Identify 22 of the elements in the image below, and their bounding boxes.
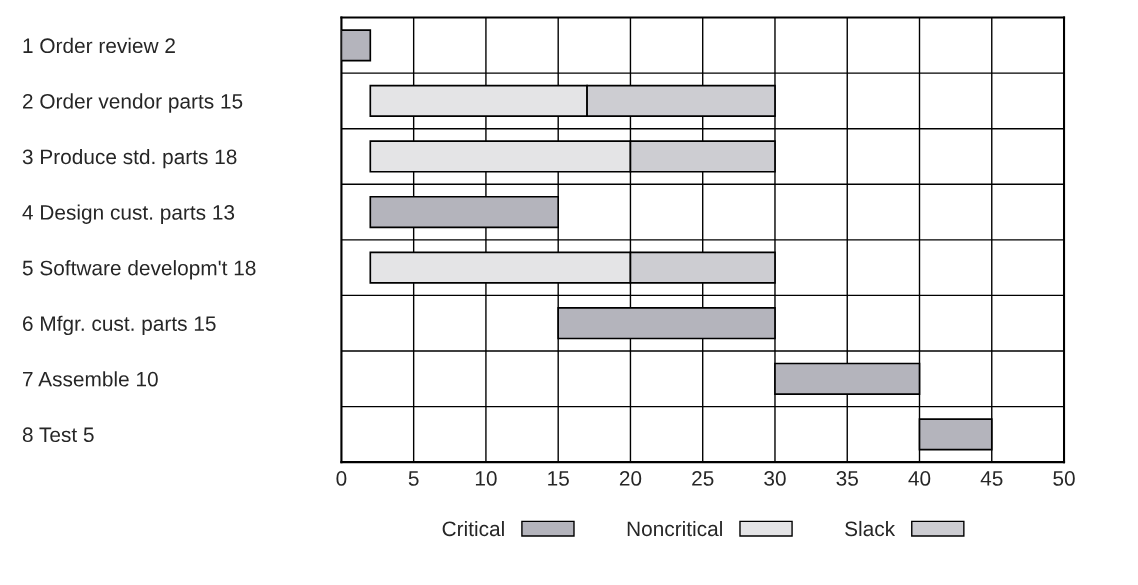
legend-label: Slack — [845, 520, 896, 537]
x-tick-label: 40 — [908, 471, 931, 486]
x-tick-label: 45 — [980, 471, 1003, 486]
y-tick-label: 8 Test 5 — [22, 427, 94, 443]
y-tick-label: 7 Assemble 10 — [23, 371, 158, 387]
x-tick-label: 30 — [764, 471, 786, 486]
y-tick-label: 6 Mfgr. cust. parts 15 — [23, 315, 216, 336]
x-tick-label: 50 — [1053, 471, 1075, 486]
legend-label: Noncritical — [627, 520, 722, 537]
x-tick-label: 35 — [836, 471, 858, 486]
x-tick-label: 5 — [408, 471, 419, 486]
legend-label: Critical — [442, 520, 504, 537]
x-tick-label: 25 — [692, 471, 714, 486]
x-tick-label: 10 — [475, 471, 497, 486]
y-tick-label: 3 Produce std. parts 18 — [22, 148, 237, 169]
x-tick-label: 20 — [619, 471, 642, 486]
x-tick-label: 0 — [336, 471, 347, 486]
y-tick-label: 2 Order vendor parts 15 — [23, 93, 243, 113]
y-tick-label: 1 Order review 2 — [23, 37, 175, 54]
x-tick-label: 15 — [548, 471, 569, 486]
y-tick-label: 4 Design cust. parts 13 — [22, 204, 235, 224]
y-tick-label: 5 Software developm't 18 — [22, 260, 256, 280]
